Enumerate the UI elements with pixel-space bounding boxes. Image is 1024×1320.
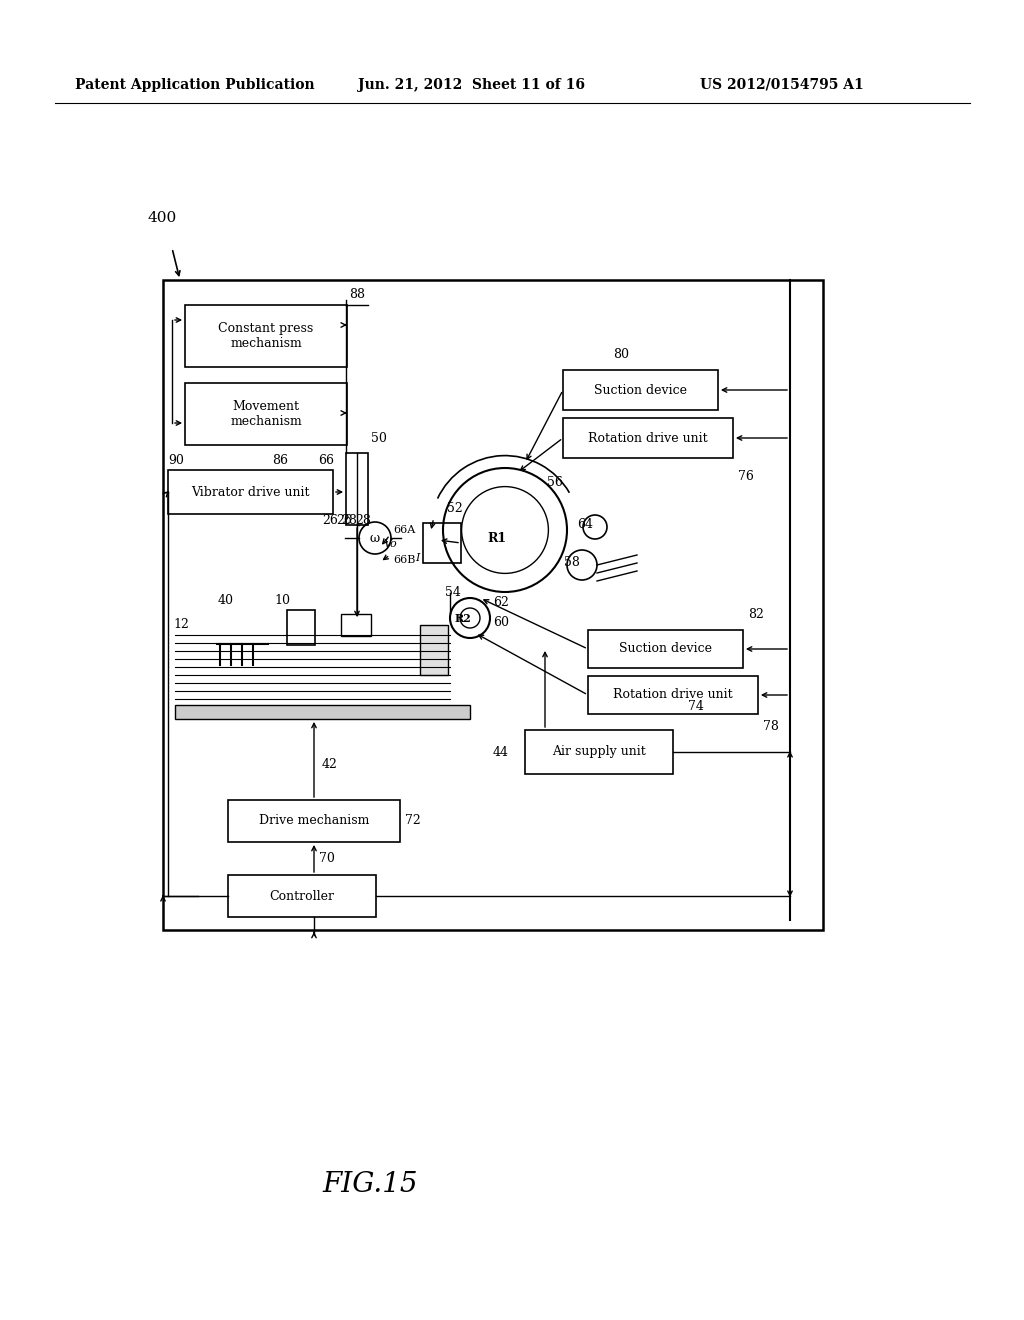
Text: 54: 54	[445, 586, 461, 599]
Text: Jun. 21, 2012  Sheet 11 of 16: Jun. 21, 2012 Sheet 11 of 16	[358, 78, 585, 92]
Text: 52: 52	[447, 502, 463, 515]
Text: 70: 70	[319, 853, 335, 866]
Bar	[423, 523, 461, 564]
Text: 66A: 66A	[393, 525, 416, 535]
Text: 62: 62	[493, 597, 509, 610]
Bar	[525, 730, 673, 774]
Text: Patent Application Publication: Patent Application Publication	[75, 78, 314, 92]
Text: 56: 56	[547, 475, 563, 488]
Text: US 2012/0154795 A1: US 2012/0154795 A1	[700, 78, 864, 92]
Text: 80: 80	[613, 348, 629, 362]
Bar	[346, 453, 368, 525]
Text: R2: R2	[455, 612, 472, 623]
Text: Constant press
mechanism: Constant press mechanism	[218, 322, 313, 350]
Bar	[563, 418, 733, 458]
Text: 90: 90	[168, 454, 184, 466]
Bar	[168, 470, 333, 513]
Text: Vibrator drive unit: Vibrator drive unit	[191, 486, 309, 499]
Text: ω: ω	[370, 532, 380, 544]
Bar	[588, 676, 758, 714]
Text: 26: 26	[322, 513, 338, 527]
Bar	[563, 370, 718, 411]
Text: Air supply unit: Air supply unit	[552, 746, 646, 759]
Text: Controller: Controller	[269, 890, 335, 903]
Text: 400: 400	[148, 211, 177, 224]
Text: Rotation drive unit: Rotation drive unit	[613, 689, 733, 701]
Text: 88: 88	[349, 289, 365, 301]
Bar	[588, 630, 743, 668]
Text: FIG.15: FIG.15	[323, 1172, 418, 1199]
Text: Movement
mechanism: Movement mechanism	[230, 400, 302, 428]
Bar	[163, 280, 823, 931]
Text: 78: 78	[763, 719, 779, 733]
Text: Vo: Vo	[383, 539, 396, 549]
Text: 72: 72	[406, 814, 421, 828]
Text: 12: 12	[173, 618, 188, 631]
Text: R1: R1	[487, 532, 506, 544]
Text: 28: 28	[355, 513, 371, 527]
Bar	[185, 305, 347, 367]
Text: 66: 66	[318, 454, 334, 466]
Bar	[228, 800, 400, 842]
Text: Suction device: Suction device	[618, 643, 712, 656]
Bar	[185, 383, 347, 445]
Text: 64: 64	[577, 519, 593, 532]
Bar	[420, 624, 449, 675]
Text: Suction device: Suction device	[594, 384, 687, 396]
Text: 66B: 66B	[393, 554, 416, 565]
Text: 74: 74	[688, 701, 703, 714]
Text: 10: 10	[274, 594, 290, 606]
Text: 82: 82	[748, 609, 764, 622]
Text: 44: 44	[493, 746, 509, 759]
Text: 28: 28	[341, 513, 357, 527]
Text: 50: 50	[371, 432, 387, 445]
Text: Rotation drive unit: Rotation drive unit	[588, 432, 708, 445]
Bar	[175, 705, 470, 719]
Text: 26: 26	[336, 513, 352, 527]
Text: 40: 40	[218, 594, 234, 606]
Text: 76: 76	[738, 470, 754, 483]
Bar	[228, 875, 376, 917]
Text: 60: 60	[493, 616, 509, 630]
Text: 42: 42	[322, 759, 338, 771]
Text: Drive mechanism: Drive mechanism	[259, 814, 370, 828]
Text: I: I	[415, 553, 420, 564]
Bar	[287, 610, 315, 645]
Bar	[341, 614, 371, 636]
Text: 58: 58	[564, 557, 580, 569]
Text: 86: 86	[272, 454, 288, 466]
